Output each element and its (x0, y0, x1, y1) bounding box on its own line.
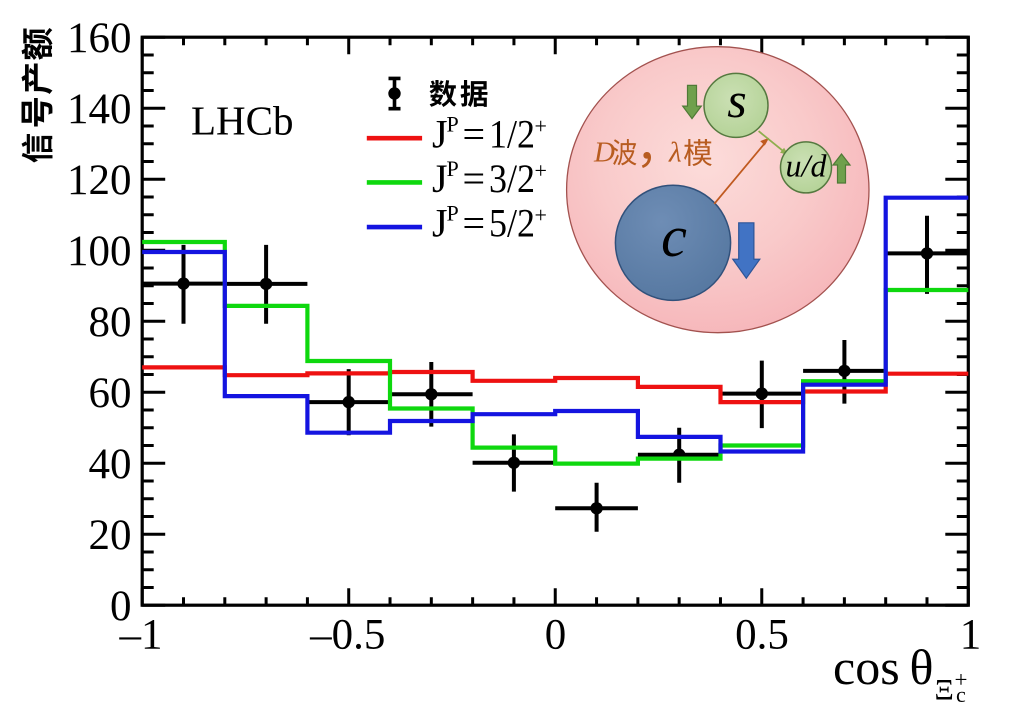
svg-text:J: J (432, 112, 448, 157)
svg-text:J: J (432, 156, 448, 201)
svg-text:120: 120 (67, 157, 132, 204)
svg-text:140: 140 (67, 86, 132, 133)
svg-text:P: P (447, 156, 459, 181)
svg-text:s: s (727, 72, 746, 128)
svg-text:u/d: u/d (786, 148, 828, 184)
svg-text:1: 1 (960, 612, 982, 659)
svg-text:100: 100 (67, 228, 132, 275)
svg-text:+: + (535, 158, 547, 183)
svg-text:5/2: 5/2 (489, 201, 535, 246)
svg-text:J: J (432, 201, 448, 246)
svg-text:0.5: 0.5 (735, 612, 789, 659)
svg-text:–1: –1 (119, 612, 163, 659)
svg-text:+: + (535, 114, 547, 139)
svg-text:D: D (593, 137, 615, 169)
svg-text:Ξ: Ξ (935, 674, 954, 707)
svg-text:60: 60 (89, 370, 132, 417)
svg-text:P: P (447, 112, 459, 137)
svg-text:+: + (955, 667, 968, 692)
svg-text:160: 160 (67, 15, 132, 62)
svg-text:c: c (956, 682, 966, 707)
svg-text:c: c (661, 204, 687, 269)
svg-text:=: = (463, 201, 486, 246)
svg-text:–0.5: –0.5 (309, 612, 385, 659)
svg-text:P: P (447, 201, 459, 226)
svg-text:LHCb: LHCb (191, 98, 294, 144)
svg-text:3/2: 3/2 (489, 156, 535, 201)
svg-text:+: + (535, 203, 547, 228)
svg-text:1/2: 1/2 (489, 112, 535, 157)
svg-text:=: = (463, 156, 486, 201)
svg-text:40: 40 (89, 441, 132, 488)
svg-text:80: 80 (89, 299, 132, 346)
svg-text:0: 0 (110, 583, 132, 630)
svg-text:θ: θ (910, 639, 934, 695)
svg-text:cos: cos (833, 639, 900, 695)
svg-text:20: 20 (89, 512, 132, 559)
svg-text:0: 0 (545, 612, 567, 659)
svg-text:=: = (463, 112, 486, 157)
svg-text:λ: λ (668, 137, 682, 169)
